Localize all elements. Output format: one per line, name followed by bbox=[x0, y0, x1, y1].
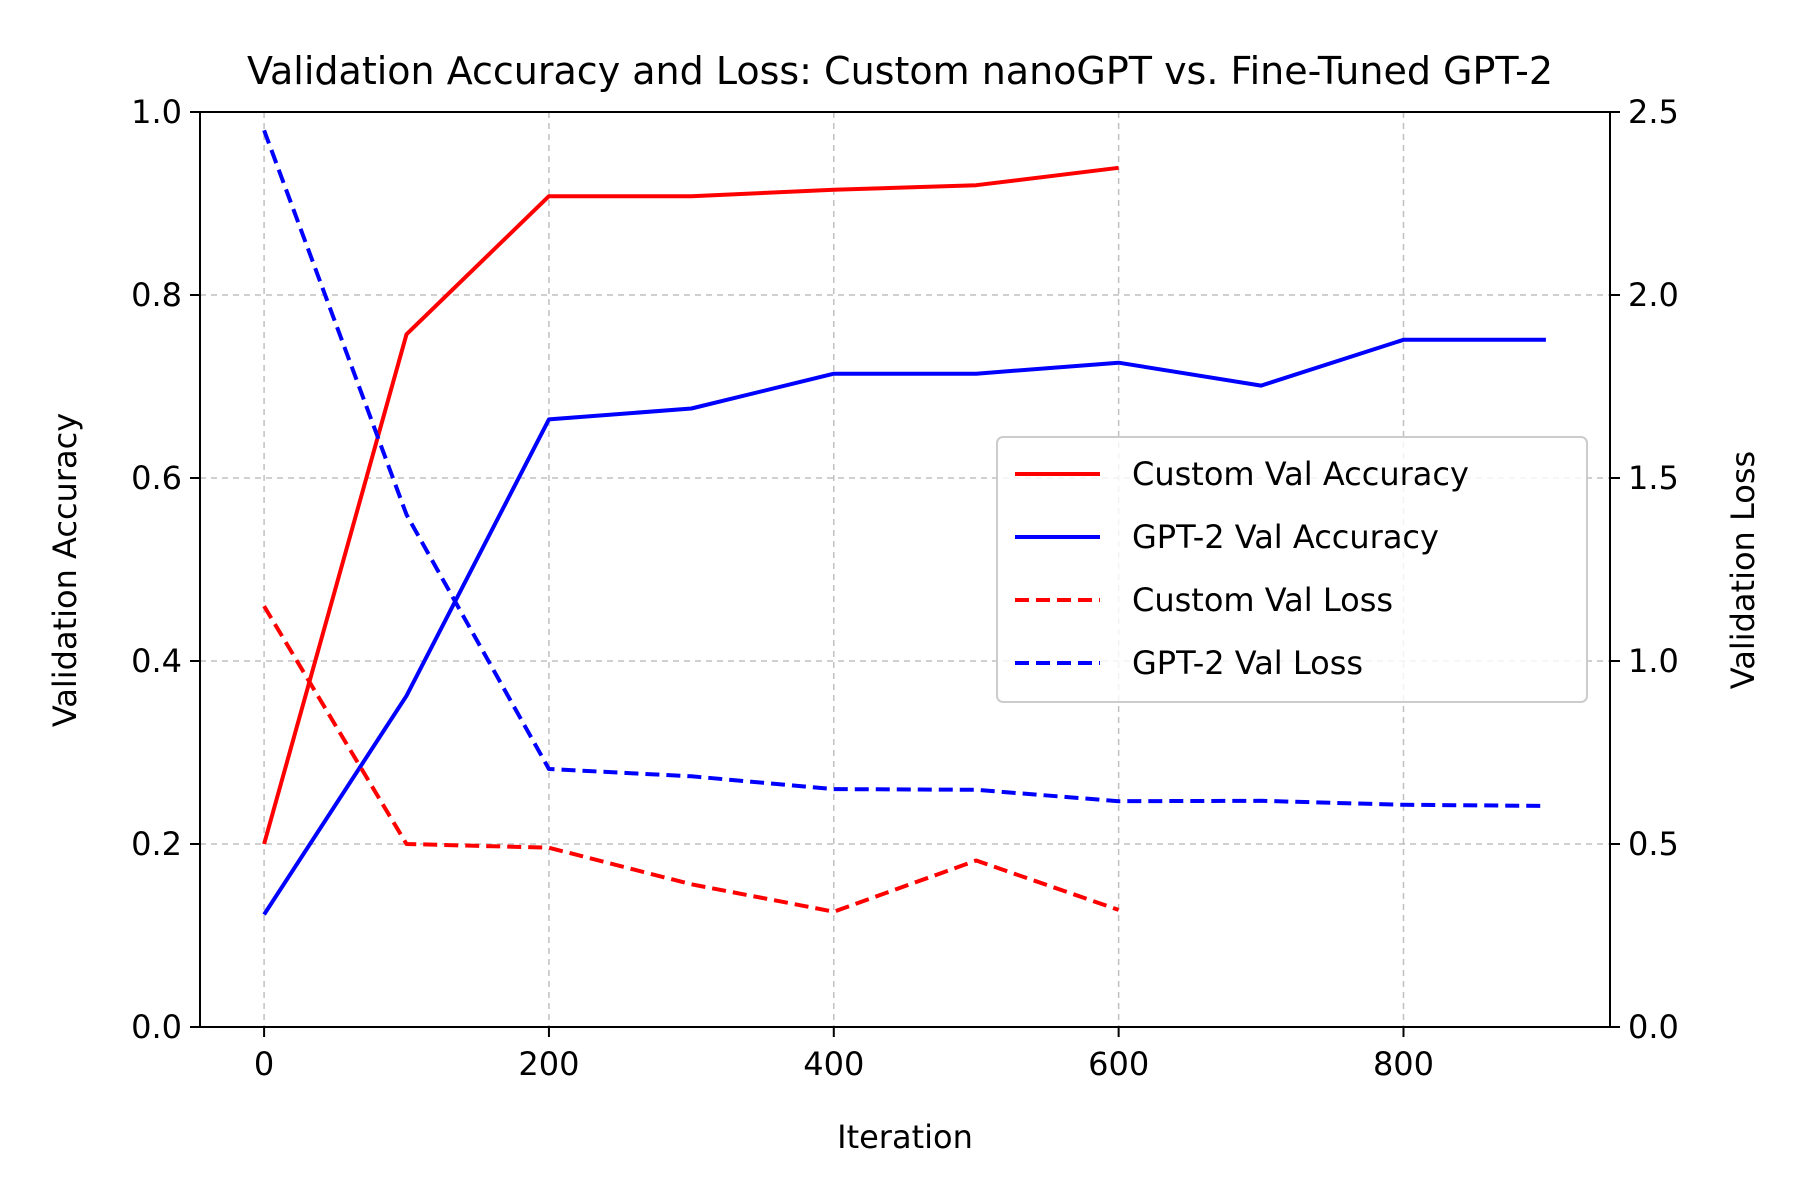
y-right-tick-label: 0.5 bbox=[1628, 825, 1679, 863]
y-left-tick-label: 0.4 bbox=[131, 642, 182, 680]
x-tick-label: 200 bbox=[518, 1045, 579, 1083]
series-lines bbox=[262, 129, 1546, 916]
x-tick-label: 800 bbox=[1373, 1045, 1434, 1083]
y-axis-left: 0.0 0.2 0.4 0.6 0.8 1.0 bbox=[131, 93, 200, 1046]
series-line-2 bbox=[262, 605, 1120, 914]
y-right-tick-label: 2.0 bbox=[1628, 276, 1679, 314]
y-right-tick-label: 2.5 bbox=[1628, 93, 1679, 131]
plot-frame bbox=[199, 111, 1611, 1028]
y-axis-left-title: Validation Accuracy bbox=[46, 413, 84, 727]
legend-box bbox=[996, 436, 1588, 703]
x-axis-title: Iteration bbox=[837, 1118, 973, 1156]
y-right-tick-label: 1.5 bbox=[1628, 459, 1679, 497]
y-left-tick-label: 1.0 bbox=[131, 93, 182, 131]
y-right-tick-label: 1.0 bbox=[1628, 642, 1679, 680]
legend-label: GPT-2 Val Accuracy bbox=[1132, 518, 1439, 556]
y-left-tick-label: 0.2 bbox=[131, 825, 182, 863]
legend-label: Custom Val Loss bbox=[1132, 581, 1393, 619]
y-left-tick-label: 0.6 bbox=[131, 459, 182, 497]
legend-label: GPT-2 Val Loss bbox=[1132, 644, 1363, 682]
series-line-3 bbox=[262, 129, 1546, 808]
x-tick-label: 600 bbox=[1088, 1045, 1149, 1083]
legend: Custom Val Accuracy GPT-2 Val Accuracy Cus… bbox=[996, 436, 1588, 703]
x-axis: 0 200 400 600 800 bbox=[254, 1027, 1434, 1083]
x-tick-label: 400 bbox=[803, 1045, 864, 1083]
y-left-tick-label: 0.8 bbox=[131, 276, 182, 314]
x-tick-label: 0 bbox=[254, 1045, 274, 1083]
series-line-1 bbox=[262, 337, 1546, 916]
chart-title: Validation Accuracy and Loss: Custom nan… bbox=[247, 49, 1553, 93]
y-axis-right: 0.0 0.5 1.0 1.5 2.0 2.5 bbox=[1610, 93, 1679, 1046]
y-right-tick-label: 0.0 bbox=[1628, 1008, 1679, 1046]
y-left-tick-label: 0.0 bbox=[131, 1008, 182, 1046]
y-axis-right-title: Validation Loss bbox=[1724, 451, 1762, 689]
legend-label: Custom Val Accuracy bbox=[1132, 455, 1469, 493]
series-line-0 bbox=[262, 165, 1119, 845]
